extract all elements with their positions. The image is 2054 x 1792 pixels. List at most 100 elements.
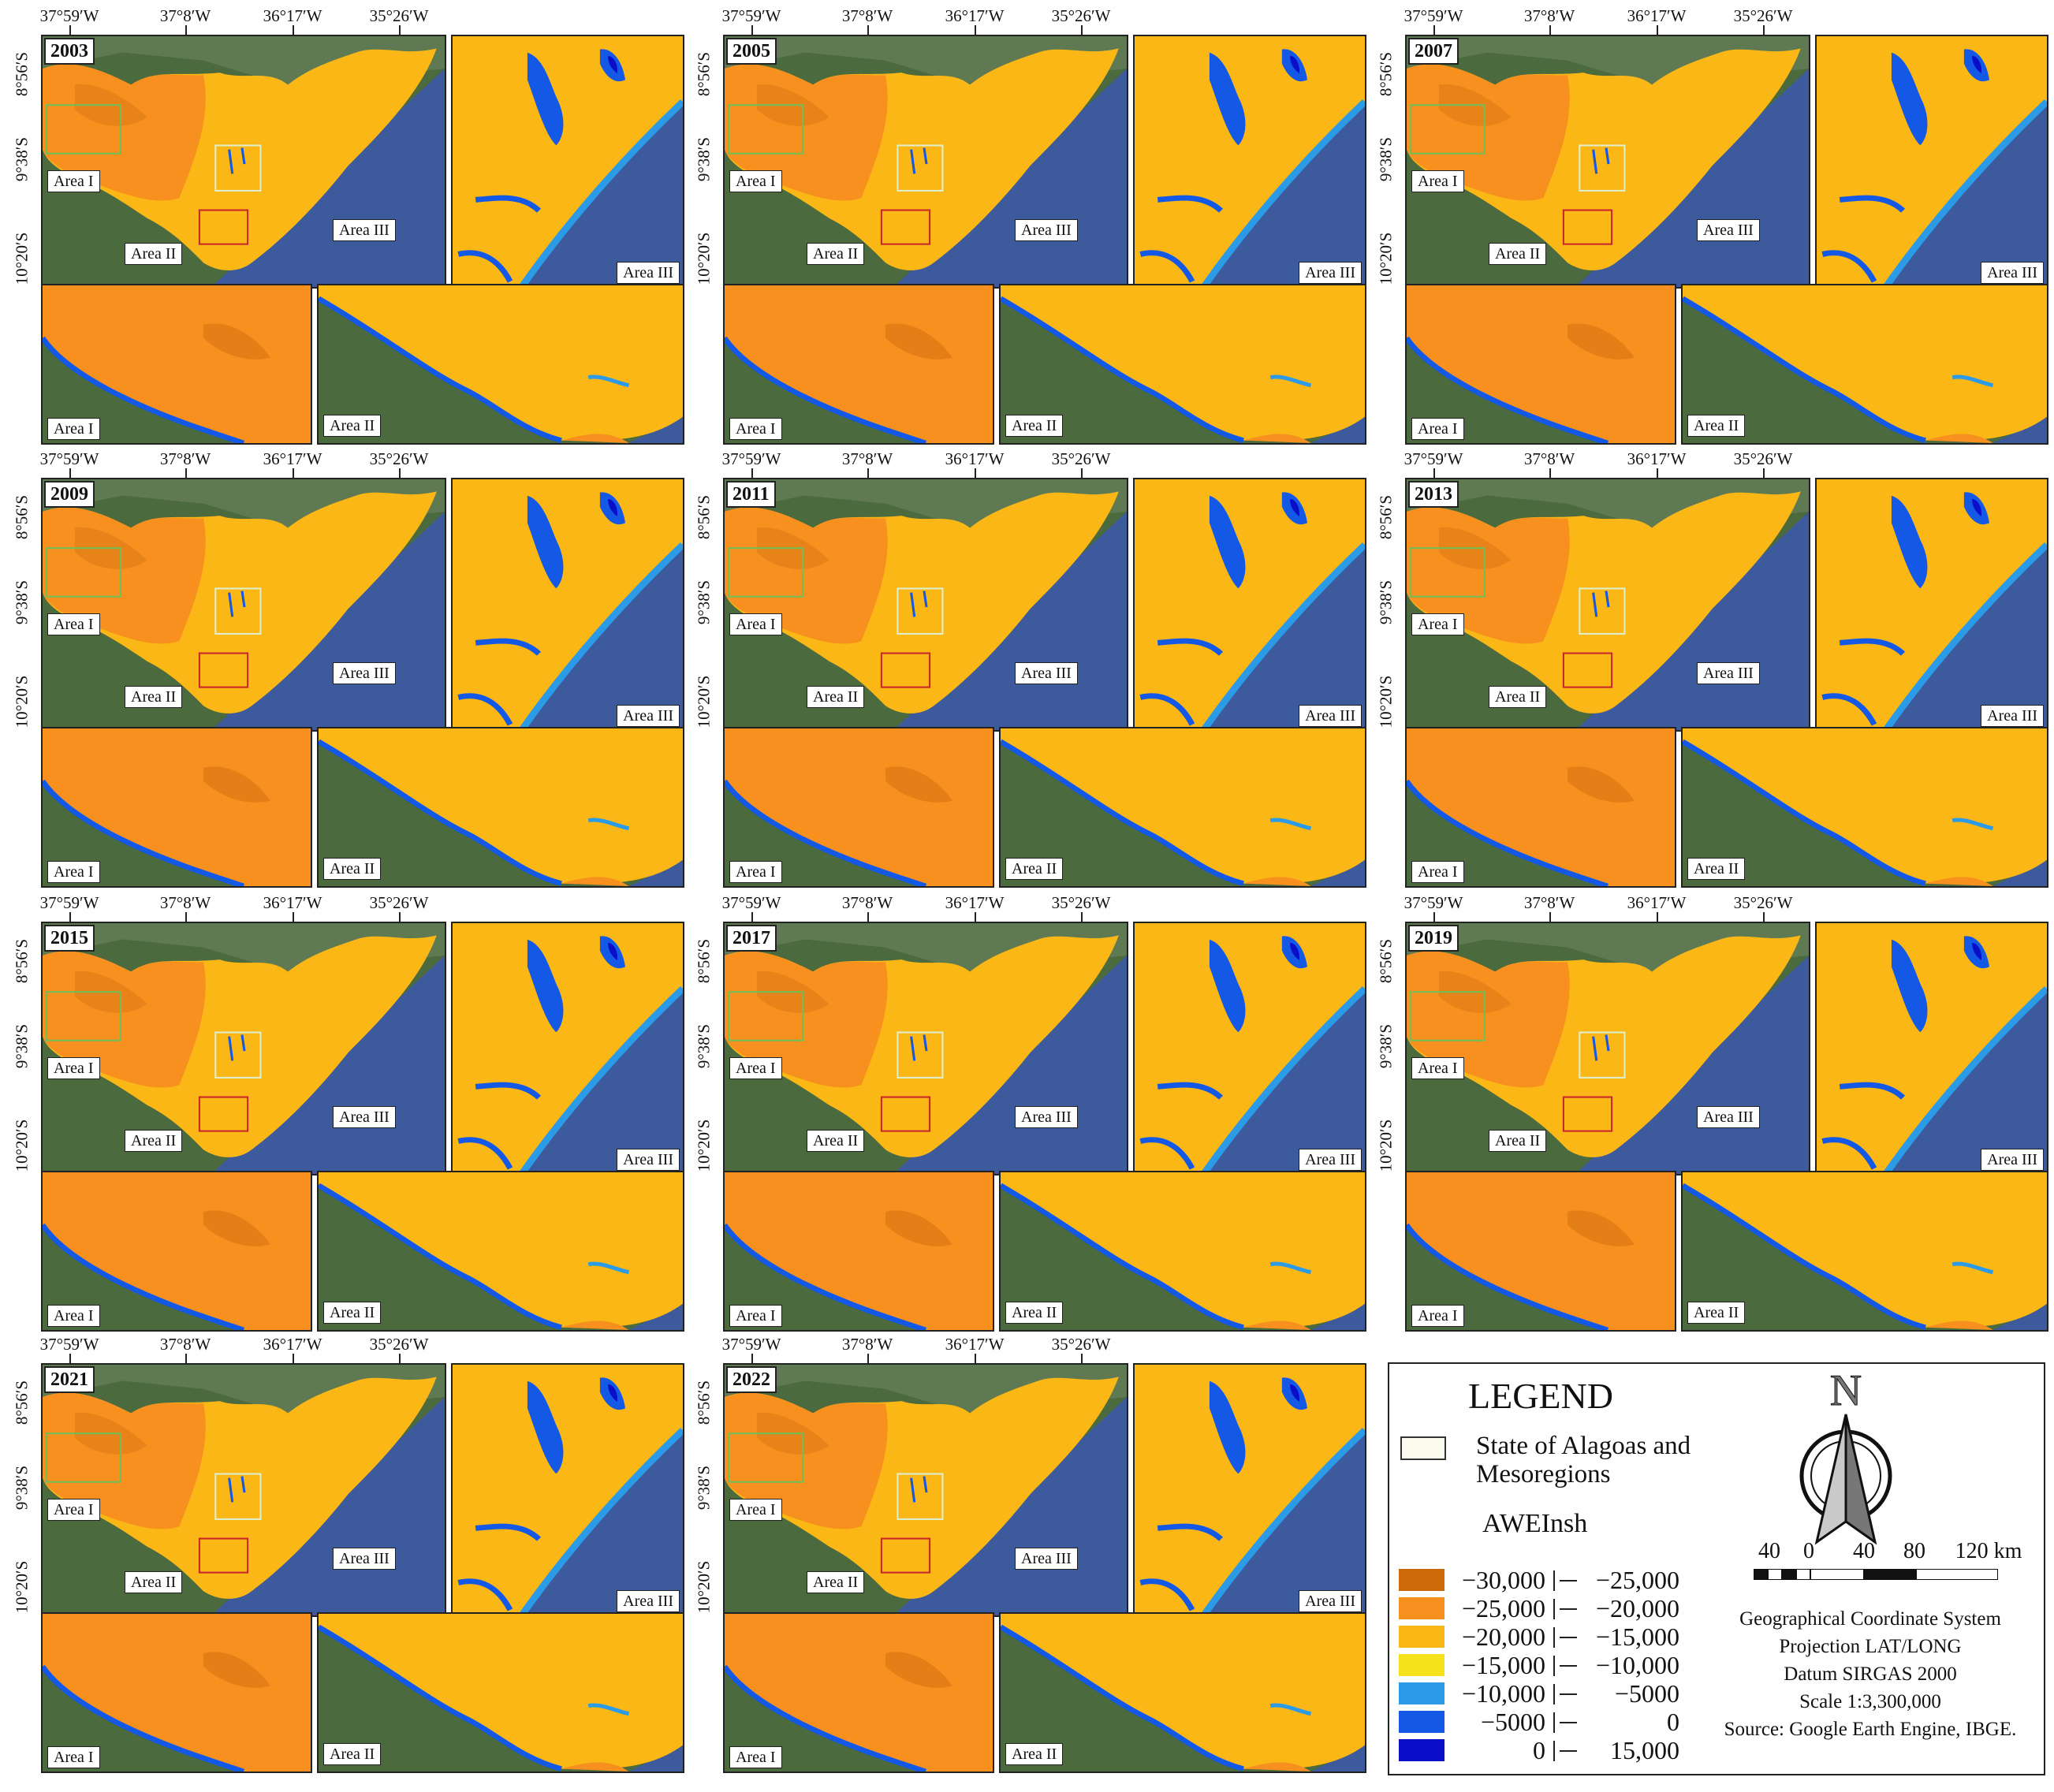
- area3-inset: Area III: [451, 922, 684, 1175]
- area1-inset-label: Area I: [47, 1305, 100, 1327]
- main-map: 2015 Area I Area II Area III: [41, 922, 446, 1175]
- latitude-label: 9°38′S: [1376, 1023, 1396, 1069]
- class-swatch: [1399, 1739, 1445, 1761]
- area1-inset: Area I: [41, 1612, 312, 1773]
- longitude-label: 36°17′W: [945, 1335, 1005, 1354]
- class-swatch: [1399, 1569, 1445, 1591]
- area1-inset: Area I: [723, 727, 994, 888]
- class-swatch: [1399, 1626, 1445, 1648]
- main-map: 2011 Area I Area II Area III: [723, 478, 1128, 732]
- latitude-label: 9°38′S: [1376, 579, 1396, 625]
- longitude-label: 37°8′W: [841, 6, 893, 25]
- area1-label: Area I: [1411, 1057, 1464, 1079]
- year-label: 2011: [726, 481, 776, 508]
- year-label: 2013: [1408, 481, 1459, 508]
- class-low: −10,000: [1461, 1679, 1545, 1708]
- scale-label: 120 km: [1955, 1539, 2022, 1563]
- map-panel: 37°59′W 37°8′W 36°17′W 35°26′W 8°56′S 9°38′S 1…: [6, 6, 684, 445]
- latitude-label: 10°20′S: [12, 1560, 32, 1614]
- main-map: 2022 Area I Area II Area III: [723, 1363, 1128, 1617]
- area3-inset: Area III: [1815, 478, 2048, 732]
- area1-inset: Area I: [41, 284, 312, 445]
- latitude-axis: 8°56′S 9°38′S 10°20′S: [688, 478, 721, 728]
- area2-inset: Area II: [317, 284, 684, 445]
- area1-inset: Area I: [1405, 1171, 1676, 1332]
- class-high: −5000: [1614, 1679, 1679, 1708]
- area2-inset-label: Area II: [323, 858, 382, 880]
- area2-inset-label: Area II: [1687, 858, 1746, 880]
- latitude-label: 8°56′S: [12, 1380, 32, 1425]
- legend-class: −10,000 −5000: [1399, 1679, 1746, 1708]
- latitude-label: 10°20′S: [1376, 675, 1396, 728]
- area1-label: Area I: [729, 1057, 782, 1079]
- area2-inset: Area II: [999, 284, 1366, 445]
- longitude-label: 36°17′W: [263, 6, 322, 25]
- longitude-label: 35°26′W: [1733, 449, 1793, 468]
- longitude-axis: 37°59′W 37°8′W 36°17′W 35°26′W: [6, 893, 684, 922]
- area1-label: Area I: [729, 613, 782, 635]
- north-label: N: [1830, 1367, 1862, 1415]
- year-label: 2022: [726, 1366, 777, 1393]
- map-panel: 37°59′W 37°8′W 36°17′W 35°26′W 8°56′S 9°38′S 1…: [688, 893, 1366, 1332]
- class-swatch: [1399, 1597, 1445, 1619]
- area2-label: Area II: [125, 686, 183, 708]
- area1-inset: Area I: [41, 727, 312, 888]
- area3-inset: Area III: [451, 478, 684, 732]
- class-low: 0: [1533, 1736, 1545, 1764]
- main-map: 2003 Area I Area II Area III: [41, 35, 446, 289]
- longitude-axis: 37°59′W 37°8′W 36°17′W 35°26′W: [6, 1335, 684, 1363]
- area1-inset-label: Area I: [1411, 1305, 1464, 1327]
- class-low: −25,000: [1461, 1594, 1545, 1622]
- latitude-label: 8°56′S: [1376, 494, 1396, 540]
- area3-label: Area III: [333, 1106, 396, 1128]
- area1-inset-label: Area I: [47, 418, 100, 440]
- info-line: Geographical Coordinate System: [1739, 1608, 2001, 1630]
- area2-label: Area II: [125, 1571, 183, 1593]
- longitude-label: 37°8′W: [841, 449, 893, 468]
- latitude-axis: 8°56′S 9°38′S 10°20′S: [6, 478, 39, 728]
- area1-inset: Area I: [723, 1612, 994, 1773]
- area1-inset: Area I: [41, 1171, 312, 1332]
- area3-label: Area III: [1015, 219, 1078, 241]
- legend-title: LEGEND: [1468, 1376, 1613, 1416]
- latitude-label: 9°38′S: [1376, 136, 1396, 182]
- longitude-label: 37°59′W: [721, 1335, 781, 1354]
- latitude-axis: 8°56′S 9°38′S 10°20′S: [688, 1363, 721, 1614]
- index-label: AWEInsh: [1482, 1509, 1588, 1538]
- main-map: 2007 Area I Area II Area III: [1405, 35, 1810, 289]
- longitude-axis: 37°59′W 37°8′W 36°17′W 35°26′W: [6, 449, 684, 478]
- longitude-label: 37°59′W: [39, 1335, 99, 1354]
- latitude-label: 8°56′S: [694, 938, 714, 984]
- legend: LEGEND State of Alagoas and Mesoregions …: [1388, 1362, 2045, 1775]
- latitude-label: 10°20′S: [694, 675, 714, 728]
- area3-inset: Area III: [1133, 35, 1366, 289]
- area2-inset: Area II: [999, 1612, 1366, 1773]
- area3-inset: Area III: [1133, 922, 1366, 1175]
- latitude-label: 9°38′S: [694, 579, 714, 625]
- area3-label: Area III: [1697, 662, 1760, 684]
- year-label: 2003: [44, 38, 95, 65]
- longitude-label: 35°26′W: [369, 449, 429, 468]
- area3-label: Area III: [1697, 219, 1760, 241]
- area3-inset: Area III: [451, 1363, 684, 1617]
- area3-inset-label: Area III: [1981, 1149, 2044, 1171]
- area1-inset: Area I: [723, 1171, 994, 1332]
- longitude-label: 37°59′W: [39, 449, 99, 468]
- map-panel: 37°59′W 37°8′W 36°17′W 35°26′W 8°56′S 9°38′S 1…: [1370, 893, 2048, 1332]
- class-swatch: [1399, 1711, 1445, 1733]
- area3-inset: Area III: [1815, 922, 2048, 1175]
- area2-inset: Area II: [317, 727, 684, 888]
- area3-label: Area III: [333, 1548, 396, 1570]
- longitude-label: 37°8′W: [1523, 893, 1575, 912]
- area2-label: Area II: [807, 1130, 865, 1152]
- area1-inset-label: Area I: [729, 1746, 782, 1768]
- area3-label: Area III: [333, 219, 396, 241]
- area3-inset-label: Area III: [1299, 262, 1362, 284]
- latitude-label: 10°20′S: [1376, 232, 1396, 285]
- map-panel: 37°59′W 37°8′W 36°17′W 35°26′W 8°56′S 9°38′S 1…: [6, 449, 684, 888]
- legend-class: 0 15,000: [1399, 1736, 1746, 1764]
- longitude-label: 36°17′W: [263, 893, 322, 912]
- class-high: −10,000: [1595, 1651, 1679, 1679]
- area2-inset: Area II: [1681, 1171, 2048, 1332]
- area1-inset: Area I: [1405, 727, 1676, 888]
